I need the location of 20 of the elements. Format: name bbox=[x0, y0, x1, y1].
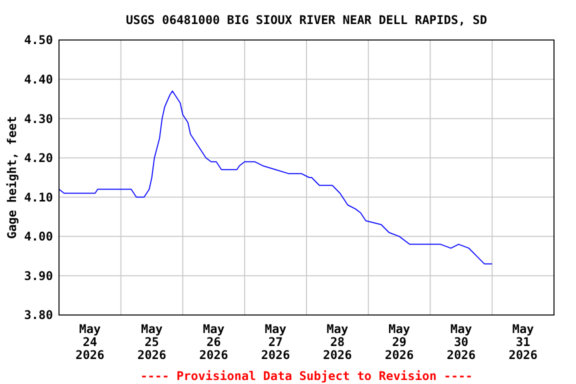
text: ---- Provisional Data Subject to Revision ---- bbox=[140, 369, 473, 383]
x-tick-label: May 27 2026 bbox=[261, 322, 290, 362]
y-tick-label: 4.30 bbox=[24, 112, 53, 126]
y-tick-label: 4.00 bbox=[24, 230, 53, 244]
line-series bbox=[58, 90, 493, 264]
x-tick-label: May 26 2026 bbox=[199, 322, 228, 362]
y-tick-label: 4.10 bbox=[24, 190, 53, 204]
y-tick-label: 4.20 bbox=[24, 151, 53, 166]
y-tick-label: 4.40 bbox=[24, 72, 53, 86]
y-axis-title: Gage height, feet bbox=[5, 116, 19, 239]
y-tick-label: 3.90 bbox=[24, 268, 53, 283]
x-tick-label: May 31 2026 bbox=[508, 322, 538, 362]
x-tick-label: May 30 2026 bbox=[446, 322, 476, 362]
x-tick-label: May 29 2026 bbox=[384, 322, 414, 362]
y-tick-label: 3.80 bbox=[24, 308, 53, 322]
x-tick-label: May 25 2026 bbox=[137, 322, 166, 362]
x-tick-label: May 28 2026 bbox=[322, 322, 352, 362]
y-tick-label: 4.50 bbox=[24, 33, 53, 48]
x-tick-label: May 24 2026 bbox=[75, 322, 104, 362]
chart-title: USGS 06481000 BIG SIOUX RIVER NEAR DELL RAPIDS, SD bbox=[126, 13, 488, 27]
